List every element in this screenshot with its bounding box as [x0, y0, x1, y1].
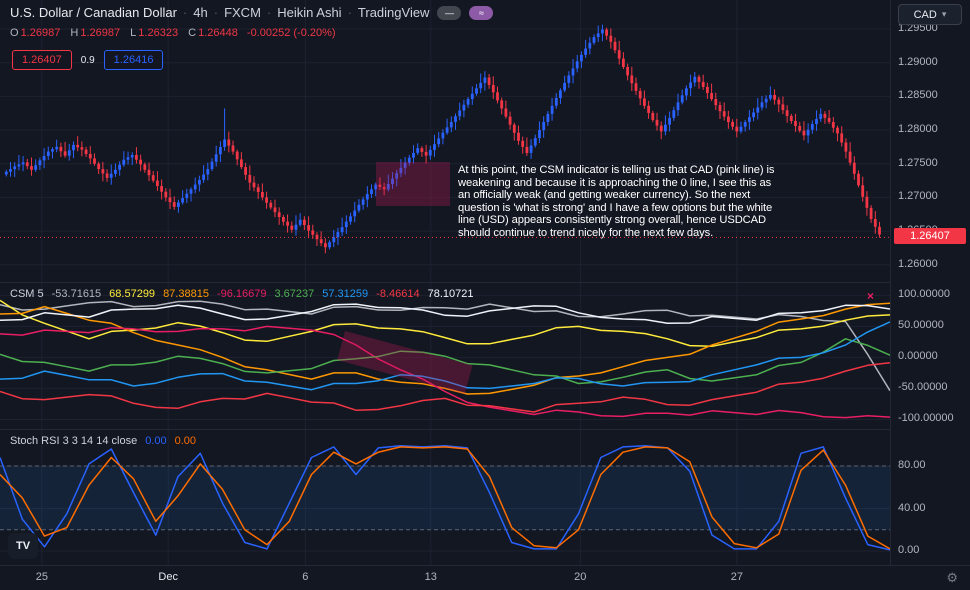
- spread-value: 0.9: [80, 54, 95, 66]
- chart-legend: U.S. Dollar / Canadian Dollar · 4h · FXC…: [10, 5, 494, 20]
- time-axis-label: 13: [424, 571, 437, 583]
- stoch-legend: Stoch RSI 3 3 14 14 close 0.00 0.00: [10, 435, 196, 447]
- price-axis-label: 1.27500: [898, 156, 938, 169]
- csm-values: -53.71615 68.57299 87.38815 -96.16679 3.6723…: [52, 288, 482, 300]
- csm-value: -96.16679: [216, 288, 267, 300]
- price-chart-canvas[interactable]: [0, 0, 890, 282]
- high-label: H: [70, 27, 79, 39]
- csm-value: -53.71615: [51, 288, 102, 300]
- time-axis-label: 20: [574, 571, 587, 583]
- ohlc-row: O 1.26987 H 1.26987 L 1.26323 C 1.26448 -0.0…: [10, 27, 336, 39]
- price-axis-label: 1.28500: [898, 89, 938, 102]
- pill-dash-icon[interactable]: —: [437, 5, 462, 20]
- price-pane[interactable]: U.S. Dollar / Canadian Dollar · 4h · FXC…: [0, 0, 890, 283]
- time-axis-label: 25: [35, 571, 48, 583]
- price-axis[interactable]: CAD ▾ 1.26407 1.29500 1.29000 1.28500 1.280…: [890, 0, 970, 565]
- price-highlight-rectangle[interactable]: [376, 162, 450, 206]
- csm-pane[interactable]: × CSM 5 -53.71615 68.57299 87.38815 -96.166…: [0, 283, 890, 430]
- stoch-k-value: 0.00: [145, 435, 167, 447]
- time-axis-label: 27: [730, 571, 744, 583]
- brand-label[interactable]: TradingView: [357, 5, 430, 20]
- csm-axis-label: 0.00000: [898, 350, 938, 363]
- timeframe-label[interactable]: 4h: [193, 5, 208, 20]
- chart-annotation-text[interactable]: At this point, the CSM indicator is tell…: [458, 164, 775, 239]
- pill-wave-icon[interactable]: ≈: [469, 5, 494, 20]
- stoch-axis-label: 40.00: [898, 501, 926, 514]
- current-price-badge: 1.26407: [894, 228, 966, 245]
- gear-icon[interactable]: ⚙: [946, 570, 958, 585]
- csm-legend: CSM 5 -53.71615 68.57299 87.38815 -96.16679…: [10, 288, 481, 300]
- change-value: -0.00252 (-0.20%): [246, 27, 336, 39]
- tradingview-logo[interactable]: TV: [8, 533, 38, 559]
- separator: ·: [347, 5, 352, 20]
- open-label: O: [10, 27, 19, 39]
- csm-axis-label: -50.00000: [898, 381, 948, 394]
- drawing-anchor-icon[interactable]: ×: [866, 289, 874, 303]
- stoch-d-value: 0.00: [174, 435, 197, 447]
- separator: ·: [182, 5, 188, 20]
- bid-ask-row: 1.26407 0.9 1.26416: [12, 50, 164, 70]
- low-value: 1.26323: [138, 27, 179, 39]
- stoch-chart-canvas[interactable]: [0, 430, 890, 565]
- currency-selector-label: CAD: [913, 8, 937, 21]
- csm-axis-label: 50.00000: [898, 319, 944, 332]
- csm-value: -8.46614: [376, 288, 420, 300]
- currency-selector-button[interactable]: CAD ▾: [898, 4, 962, 25]
- csm-axis-label: -100.00000: [898, 412, 954, 425]
- time-axis-label: 6: [302, 571, 309, 583]
- csm-axis-label: 100.00000: [898, 288, 950, 301]
- exchange-label[interactable]: FXCM: [224, 5, 261, 20]
- chevron-down-icon: ▾: [941, 9, 947, 19]
- time-axis-label: Dec: [158, 571, 178, 583]
- csm-title[interactable]: CSM 5: [10, 288, 44, 300]
- csm-value: 3.67237: [274, 288, 315, 300]
- separator: ·: [213, 5, 219, 20]
- stoch-axis-label: 0.00: [898, 544, 920, 556]
- chart-style-label[interactable]: Heikin Ashi: [277, 5, 342, 20]
- close-label: C: [188, 27, 197, 39]
- csm-value: 57.31259: [322, 288, 369, 300]
- stoch-axis-label: 80.00: [898, 459, 926, 471]
- csm-value: 68.57299: [109, 288, 156, 300]
- open-value: 1.26987: [20, 27, 61, 39]
- csm-value: 87.38815: [163, 288, 209, 300]
- price-axis-label: 1.29000: [898, 55, 938, 68]
- low-label: L: [130, 27, 137, 39]
- close-value: 1.26448: [198, 27, 238, 39]
- price-axis-label: 1.27000: [898, 190, 938, 203]
- high-value: 1.26987: [80, 27, 121, 39]
- sell-price-button[interactable]: 1.26407: [12, 50, 72, 70]
- csm-chart-canvas[interactable]: [0, 283, 890, 429]
- csm-value: 78.10721: [427, 288, 474, 300]
- symbol-title[interactable]: U.S. Dollar / Canadian Dollar: [10, 5, 177, 20]
- price-axis-label: 1.26000: [898, 257, 938, 270]
- buy-price-button[interactable]: 1.26416: [103, 50, 164, 70]
- separator: ·: [266, 5, 272, 20]
- stoch-title[interactable]: Stoch RSI 3 3 14 14 close: [10, 435, 138, 447]
- stoch-rsi-pane[interactable]: Stoch RSI 3 3 14 14 close 0.00 0.00 TV: [0, 430, 890, 565]
- time-axis[interactable]: ⚙ 25 Dec 6 13 20 27: [0, 565, 970, 590]
- price-axis-label: 1.28000: [898, 123, 938, 136]
